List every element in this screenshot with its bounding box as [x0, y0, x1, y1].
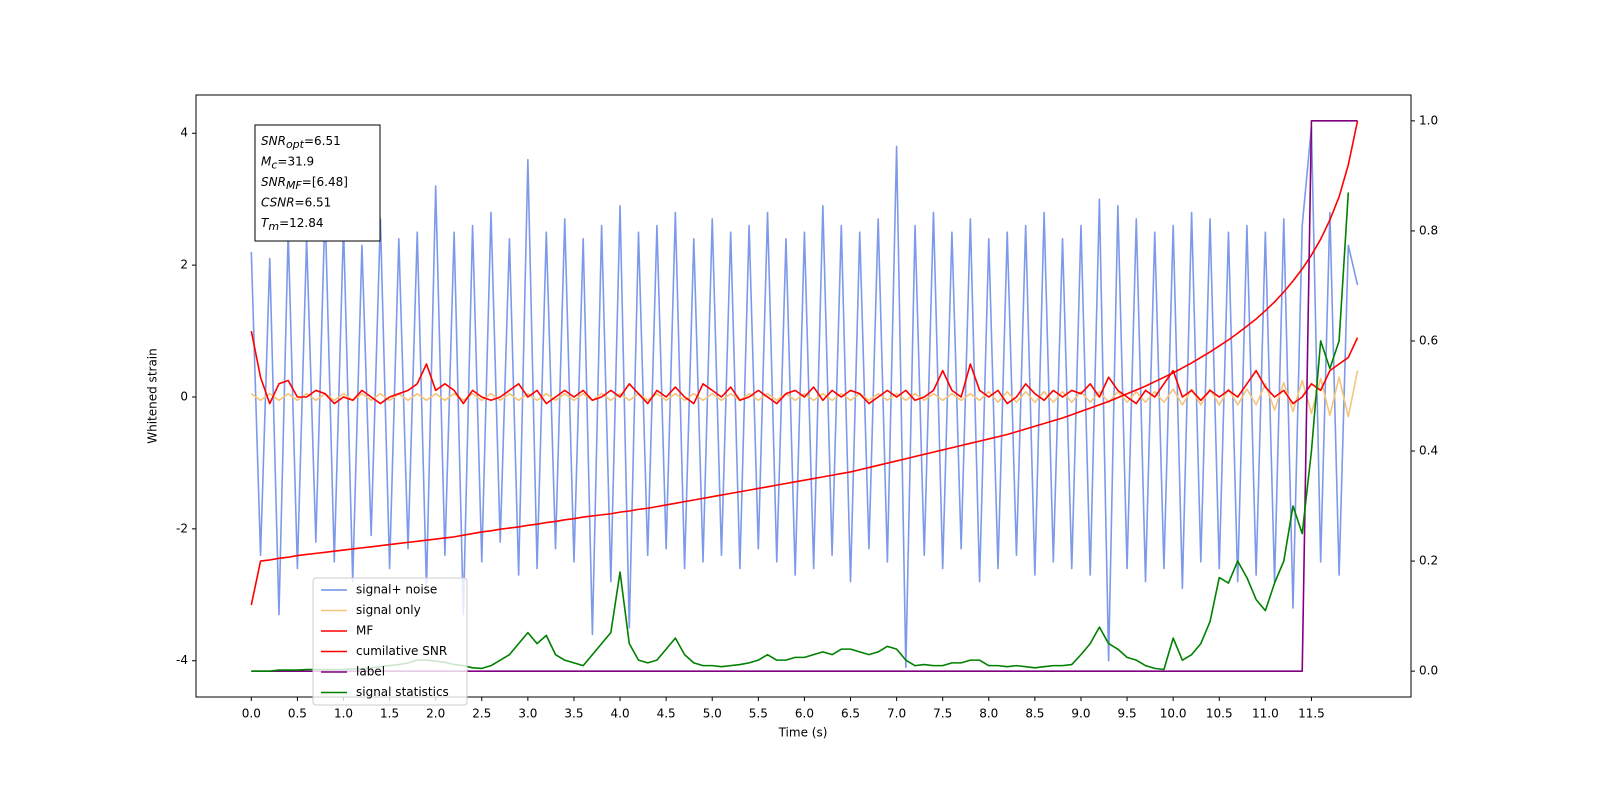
annotation-subscript: MF: [286, 179, 302, 192]
series-line: [250, 370, 1359, 418]
x-tick-label: 3.5: [564, 707, 583, 721]
y2-tick-label: 0.2: [1419, 554, 1438, 568]
y2-tick-label: 0.4: [1419, 444, 1438, 458]
y2-tick-label: 0.0: [1419, 664, 1438, 678]
annotation-text: =6.51: [304, 134, 341, 148]
annotation-subscript: c: [271, 159, 277, 172]
legend-label: signal only: [356, 603, 421, 617]
x-tick-label: 9.0: [1071, 707, 1090, 721]
legend-box: [312, 577, 468, 706]
annotation-text: =31.9: [277, 154, 314, 168]
x-tick-label: 2.5: [472, 707, 491, 721]
x-tick-label: 5.0: [703, 707, 722, 721]
x-tick-label: 4.5: [657, 707, 676, 721]
legend-label: signal statistics: [356, 685, 449, 699]
x-tick-label: 2.0: [426, 707, 445, 721]
y-tick-label: -4: [176, 653, 188, 667]
annotation: Mc=31.9: [261, 154, 314, 172]
y-tick-label: 2: [180, 258, 188, 272]
annotation-box: [254, 124, 381, 242]
x-tick-label: 9.5: [1118, 707, 1137, 721]
x-tick-label: 6.5: [841, 707, 860, 721]
y2-tick-label: 0.6: [1419, 333, 1438, 347]
y-tick-label: 4: [180, 126, 188, 140]
annotation-text: =12.84: [279, 216, 323, 230]
annotation: Tm=12.84: [261, 216, 323, 234]
annotation-symbol: M: [261, 154, 272, 168]
annotation-text: =6.51: [295, 195, 332, 209]
x-tick-label: 1.0: [334, 707, 353, 721]
x-tick-label: 5.5: [749, 707, 768, 721]
annotation-symbol: SNR: [261, 175, 286, 189]
x-tick-label: 0.5: [288, 707, 307, 721]
series-line: [250, 330, 1359, 405]
x-tick-label: 10.5: [1206, 707, 1233, 721]
annotation: SNRopt=6.51: [261, 134, 341, 152]
x-tick-label: 3.0: [518, 707, 537, 721]
legend-label: MF: [356, 624, 373, 638]
legend-label: label: [356, 665, 385, 679]
y-tick-label: -2: [176, 521, 188, 535]
annotation-text: =[6.48]: [302, 175, 348, 189]
y2-tick-label: 0.8: [1419, 223, 1438, 237]
legend-label: cumilative SNR: [356, 644, 447, 658]
x-tick-label: 0.0: [242, 707, 261, 721]
y-tick-label: 0: [180, 389, 188, 403]
annotation-subscript: opt: [286, 138, 305, 151]
x-tick-label: 6.0: [795, 707, 814, 721]
x-tick-label: 1.5: [380, 707, 399, 721]
plot-frame: [195, 94, 1412, 698]
x-axis-label: Time (s): [778, 726, 828, 740]
annotation-symbol: T: [261, 216, 270, 230]
x-tick-label: 11.5: [1298, 707, 1325, 721]
annotation-symbol: SNR: [261, 134, 286, 148]
x-tick-label: 11.0: [1252, 707, 1279, 721]
x-tick-label: 7.0: [887, 707, 906, 721]
legend-label: signal+ noise: [356, 583, 437, 597]
annotation: SNRMF=[6.48]: [261, 175, 348, 193]
legend: signal+ noise signal only MF cumilative SNR…: [312, 577, 468, 706]
annotation: CSNR=6.51: [261, 195, 331, 209]
annotation-subscript: m: [268, 220, 279, 233]
y2-tick-label: 1.0: [1419, 113, 1438, 127]
x-tick-label: 8.5: [1025, 707, 1044, 721]
x-tick-label: 7.5: [933, 707, 952, 721]
x-tick-label: 8.0: [979, 707, 998, 721]
x-tick-label: 10.0: [1160, 707, 1187, 721]
series-line: [250, 125, 1359, 669]
x-tick-label: 4.0: [611, 707, 630, 721]
series-line: [250, 120, 1359, 606]
annotation-symbol: CSNR: [261, 195, 295, 209]
y-axis-label: Whitened strain: [146, 348, 160, 444]
